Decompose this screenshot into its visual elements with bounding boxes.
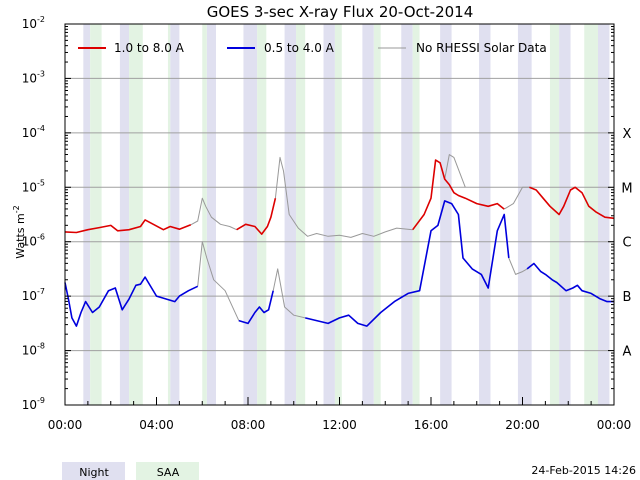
x-tick-label-4: 16:00	[414, 418, 449, 432]
x-tick-label-5: 20:00	[505, 418, 540, 432]
flare-class-b: B	[623, 290, 632, 305]
timestamp: 24-Feb-2015 14:26	[531, 464, 636, 477]
night-band-10	[479, 24, 491, 405]
chart-title: GOES 3-sec X-ray Flux 20-Oct-2014	[207, 3, 474, 21]
y-tick-label-6: 10-8	[22, 342, 45, 358]
y-axis-label: Watts m-2	[12, 205, 27, 258]
flare-class-a: A	[623, 345, 632, 360]
series-1-segment-3	[526, 262, 614, 303]
night-band-2	[170, 24, 180, 405]
svg-text:Watts m-2: Watts m-2	[12, 205, 27, 258]
y-tick-label-0: 10-2	[22, 15, 45, 31]
legend: 1.0 to 8.0 A 0.5 to 4.0 A No RHESSI Sola…	[78, 41, 547, 55]
night-band-3	[206, 24, 216, 405]
y-tick-label-3: 10-5	[22, 178, 45, 194]
series-0-segment-3	[529, 186, 615, 220]
y-axis-label-sup: -2	[12, 205, 21, 213]
series-2-segment-5	[508, 257, 528, 275]
saa-band-0	[90, 24, 102, 405]
series-1-segment-1	[238, 290, 274, 325]
night-band-8	[401, 24, 413, 405]
saa-band-1	[129, 24, 143, 405]
saa-band-6	[334, 24, 342, 405]
series-2-segment-0	[190, 197, 237, 231]
night-band-4	[243, 24, 258, 405]
x-axis-ticks: 00:00 04:00 08:00 12:00 16:00 20:00 00:00	[48, 397, 632, 432]
saa-band-9	[549, 24, 560, 405]
data-lines	[64, 154, 615, 327]
x-tick-label-2: 08:00	[231, 418, 266, 432]
saa-band-7	[373, 24, 381, 405]
night-band-6	[323, 24, 335, 405]
saa-band-3	[202, 24, 207, 405]
y-tick-label-2: 10-4	[22, 124, 45, 140]
flare-class-c: C	[622, 236, 631, 251]
night-band-13	[597, 24, 610, 405]
saa-band-4	[257, 24, 267, 405]
night-legend-label: Night	[79, 466, 109, 479]
saa-band-10	[584, 24, 598, 405]
saa-band-8	[412, 24, 420, 405]
night-band-11	[517, 24, 532, 405]
flare-class-labels: X M C B A	[621, 127, 632, 360]
series-1-segment-0	[64, 276, 199, 327]
night-band-9	[440, 24, 452, 405]
y-axis-ticks: 10-2 10-3 10-4 10-5 10-6 10-7 10-8 10-9	[22, 15, 614, 412]
series-2-segment-4	[503, 186, 530, 210]
legend-label-05-4: 0.5 to 4.0 A	[264, 41, 335, 55]
x-tick-label-1: 04:00	[139, 418, 174, 432]
x-tick-label-3: 12:00	[322, 418, 357, 432]
y-axis-label-text: Watts m	[14, 213, 27, 258]
night-band-0	[83, 24, 91, 405]
night-band-12	[559, 24, 571, 405]
series-2-segment-1	[197, 241, 240, 321]
night-legend-swatch	[62, 462, 125, 480]
flare-class-x: X	[623, 127, 632, 142]
series-0-segment-2	[412, 159, 505, 231]
series-0-segment-1	[236, 198, 277, 235]
y-tick-label-4: 10-6	[22, 233, 45, 249]
legend-label-no-rhessi: No RHESSI Solar Data	[416, 41, 547, 55]
saa-band-2	[167, 24, 171, 405]
night-band-5	[284, 24, 297, 405]
night-band-1	[119, 24, 130, 405]
night-band-7	[362, 24, 374, 405]
series-2-segment-3	[272, 268, 306, 319]
y-tick-label-1: 10-3	[22, 69, 45, 85]
shading-bands	[83, 24, 610, 405]
x-tick-label-0: 00:00	[48, 418, 83, 432]
y-tick-label-7: 10-9	[22, 396, 45, 412]
y-tick-label-5: 10-7	[22, 287, 45, 303]
saa-band-5	[296, 24, 306, 405]
series-2-segment-2	[274, 156, 413, 238]
series-0-segment-0	[64, 219, 192, 234]
x-tick-label-6: 00:00	[597, 418, 632, 432]
saa-legend-label: SAA	[157, 466, 180, 479]
legend-label-1-8: 1.0 to 8.0 A	[114, 41, 185, 55]
series-2-segment-6	[444, 154, 466, 188]
series-1-segment-2	[305, 200, 510, 327]
saa-legend-swatch	[136, 462, 199, 480]
flare-class-m: M	[621, 181, 632, 196]
